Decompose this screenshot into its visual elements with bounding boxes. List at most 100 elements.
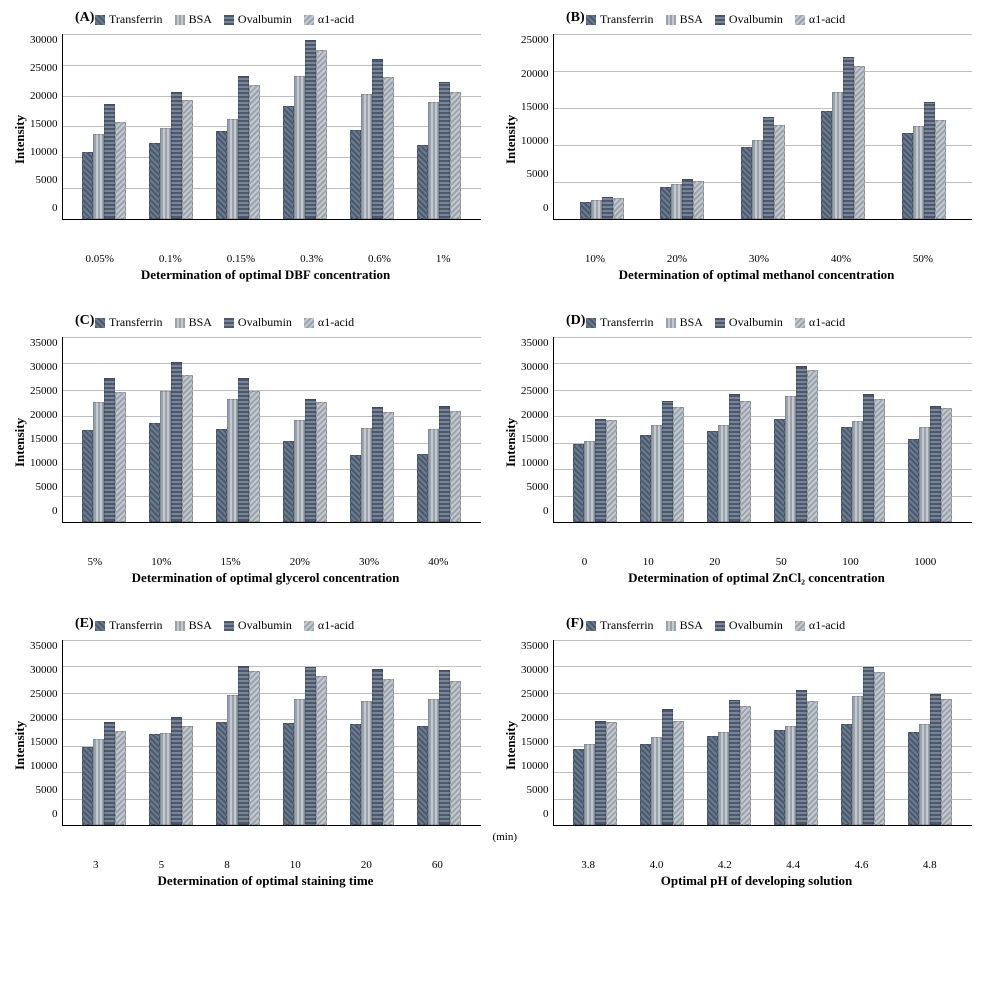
bar: [305, 399, 316, 522]
y-axis: 35000300002500020000150001000050000: [30, 332, 62, 517]
bar: [740, 706, 751, 825]
bar: [852, 696, 863, 825]
legend-label: BSA: [189, 618, 212, 633]
legend-item: α1-acid: [304, 12, 354, 27]
x-tick: 0.1%: [159, 253, 182, 265]
bar: [383, 679, 394, 825]
chart: Intensity3500030000250002000015000100005…: [501, 635, 972, 855]
bar: [841, 724, 852, 825]
panel-label: (E): [75, 616, 94, 632]
bars-row: [63, 337, 482, 522]
x-tick: 1%: [436, 253, 451, 265]
bar-group: [841, 667, 885, 825]
x-axis: 5%10%15%20%30%40%: [55, 552, 481, 568]
x-axis-label: Determination of optimal staining time: [50, 873, 481, 889]
legend-swatch: [175, 318, 185, 328]
y-tick: 10000: [30, 146, 58, 158]
chart: Intensity3500030000250002000015000100005…: [10, 635, 481, 855]
x-axis: 01020501001000: [546, 552, 972, 568]
bar-group: [660, 179, 704, 219]
y-tick: 25000: [521, 688, 549, 700]
bar: [383, 412, 394, 522]
legend-swatch: [666, 318, 676, 328]
legend-label: BSA: [680, 315, 703, 330]
x-tick: 0.6%: [368, 253, 391, 265]
y-axis-label: Intensity: [10, 635, 30, 855]
bar: [182, 375, 193, 522]
bar: [693, 181, 704, 219]
bar: [841, 427, 852, 522]
bar-group: [350, 407, 394, 522]
bar-group: [283, 40, 327, 219]
legend: TransferrinBSAOvalbuminα1-acid: [586, 616, 972, 633]
bar-group: [149, 362, 193, 522]
bar: [115, 392, 126, 522]
x-axis: 0.05%0.1%0.15%0.3%0.6%1%: [55, 249, 481, 265]
bar: [606, 420, 617, 522]
x-tick: 4.6: [855, 859, 869, 871]
panel-label: (A): [75, 10, 94, 26]
x-axis-label: Determination of optimal ZnCl₂ concentra…: [541, 570, 972, 586]
bar: [774, 419, 785, 522]
y-axis: 300002500020000150001000050000: [30, 29, 62, 214]
x-axis: 10%20%30%40%50%: [546, 249, 972, 265]
bar: [316, 50, 327, 219]
legend: TransferrinBSAOvalbuminα1-acid: [95, 616, 481, 633]
legend: TransferrinBSAOvalbuminα1-acid: [586, 10, 972, 27]
bar-group: [417, 82, 461, 219]
bar: [372, 407, 383, 522]
legend-swatch: [586, 318, 596, 328]
bar: [316, 402, 327, 522]
bar: [361, 94, 372, 219]
bar-group: [216, 76, 260, 219]
bar: [93, 739, 104, 825]
bar: [171, 362, 182, 522]
x-axis: 3.84.04.24.44.64.8: [546, 855, 972, 871]
bar: [249, 671, 260, 825]
x-tick: 0.15%: [227, 253, 255, 265]
bar: [171, 717, 182, 826]
x-tick: 5%: [88, 556, 103, 568]
x-tick: 0: [582, 556, 588, 568]
bar-group: [417, 406, 461, 522]
legend-label: Ovalbumin: [238, 315, 292, 330]
bar: [613, 198, 624, 219]
legend-item: Ovalbumin: [715, 12, 783, 27]
y-tick: 0: [52, 202, 58, 214]
legend-label: Transferrin: [600, 12, 654, 27]
bar: [584, 744, 595, 825]
panel-E: (E)TransferrinBSAOvalbuminα1-acid Intensi…: [10, 616, 481, 889]
bar: [595, 419, 606, 522]
bar: [908, 439, 919, 522]
plot-area: (min): [62, 640, 482, 826]
bars-row: [554, 640, 973, 825]
bars-row: [63, 640, 482, 825]
bar-group: [580, 197, 624, 219]
bar: [651, 425, 662, 522]
x-tick: 10%: [585, 253, 605, 265]
bar: [673, 407, 684, 522]
legend-swatch: [175, 621, 185, 631]
y-axis-label: Intensity: [501, 332, 521, 552]
legend-swatch: [95, 621, 105, 631]
bar: [640, 435, 651, 522]
legend-item: BSA: [666, 12, 703, 27]
bar: [919, 427, 930, 522]
bar: [227, 399, 238, 522]
bar: [924, 102, 935, 219]
chart: Intensity3500030000250002000015000100005…: [10, 332, 481, 552]
bar-group: [902, 102, 946, 219]
y-tick: 0: [543, 505, 549, 517]
legend-swatch: [715, 15, 725, 25]
y-tick: 30000: [521, 361, 549, 373]
bar: [682, 179, 693, 219]
x-tick: 60: [432, 859, 443, 871]
y-tick: 5000: [36, 174, 58, 186]
bar: [640, 744, 651, 825]
bar: [874, 672, 885, 825]
x-tick: 4.0: [650, 859, 664, 871]
bar: [854, 66, 865, 219]
y-tick: 30000: [521, 664, 549, 676]
bar: [591, 200, 602, 219]
bar: [439, 406, 450, 522]
